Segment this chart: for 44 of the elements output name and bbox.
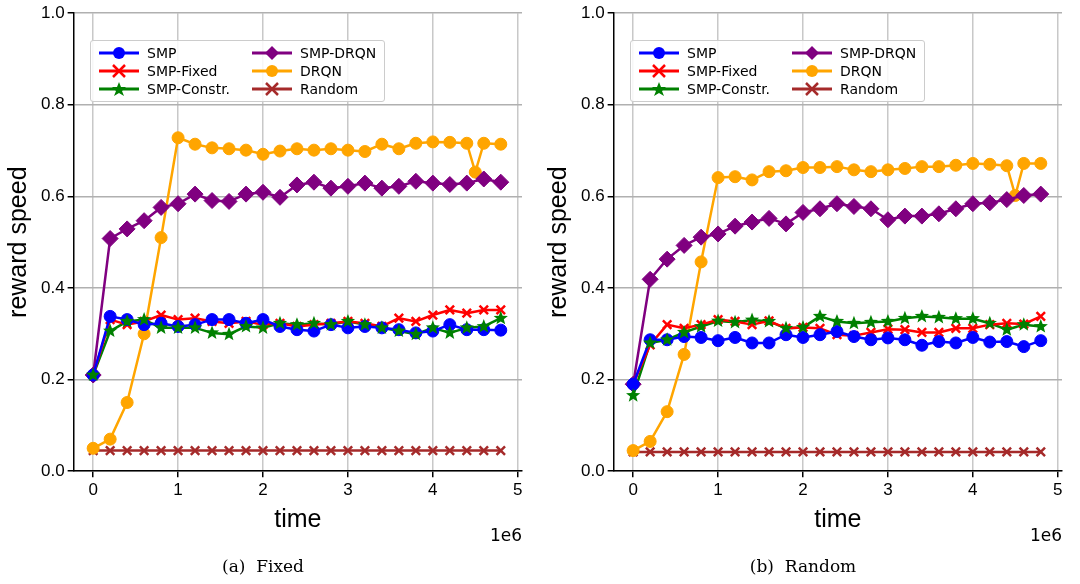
x-tick-label: 5 (513, 480, 523, 500)
x-tick-label: 4 (428, 480, 438, 500)
y-tick-label: 0.6 (580, 186, 605, 206)
y-tick-label: 1.0 (580, 2, 605, 22)
x-tick-label: 3 (883, 480, 893, 500)
y-tick-label: 0.8 (580, 94, 605, 114)
y-tick-label: 0.8 (40, 94, 65, 114)
legend-label: SMP (147, 45, 177, 61)
x-axis-title: time (274, 504, 322, 533)
legend-label: SMP-DRQN (300, 45, 377, 61)
legend-label: SMP-Constr. (147, 81, 231, 97)
legend-label: DRQN (300, 63, 343, 79)
x-axis-title: time (814, 504, 862, 533)
text: (a) Fixed (222, 556, 305, 577)
x-tick-label: 1 (173, 480, 183, 500)
y-tick-label: 0.6 (40, 186, 65, 206)
x-tick-label: 1 (713, 480, 723, 500)
legend-label: Random (300, 81, 359, 97)
x-tick-label: 3 (343, 480, 353, 500)
legend-label: DRQN (840, 63, 883, 79)
legend-label: SMP-Fixed (687, 63, 758, 79)
legend-label: SMP-Constr. (687, 81, 771, 97)
y-tick-label: 1.0 (40, 2, 65, 22)
y-tick-label: 0.2 (40, 369, 65, 389)
y-tick-label: 0.2 (580, 369, 605, 389)
text: 1e6 (489, 524, 522, 545)
legend-label: SMP-Fixed (147, 63, 218, 79)
y-axis-title: reward speed (542, 166, 571, 318)
text: 1e6 (1029, 524, 1062, 545)
x-tick-label: 5 (1053, 480, 1063, 500)
y-tick-label: 0.4 (40, 277, 65, 297)
x-tick-label: 4 (968, 480, 978, 500)
x-tick-label: 2 (258, 480, 268, 500)
legend-label: SMP-DRQN (840, 45, 917, 61)
x-tick-label: 0 (628, 480, 638, 500)
legend-label: SMP (687, 45, 717, 61)
y-tick-label: 0.0 (580, 460, 605, 480)
legend-label: Random (840, 81, 899, 97)
y-axis-title: reward speed (2, 166, 31, 318)
x-tick-label: 2 (798, 480, 808, 500)
y-tick-label: 0.4 (580, 277, 605, 297)
text: (b) Random (749, 556, 857, 577)
y-tick-label: 0.0 (40, 460, 65, 480)
x-tick-label: 0 (88, 480, 98, 500)
